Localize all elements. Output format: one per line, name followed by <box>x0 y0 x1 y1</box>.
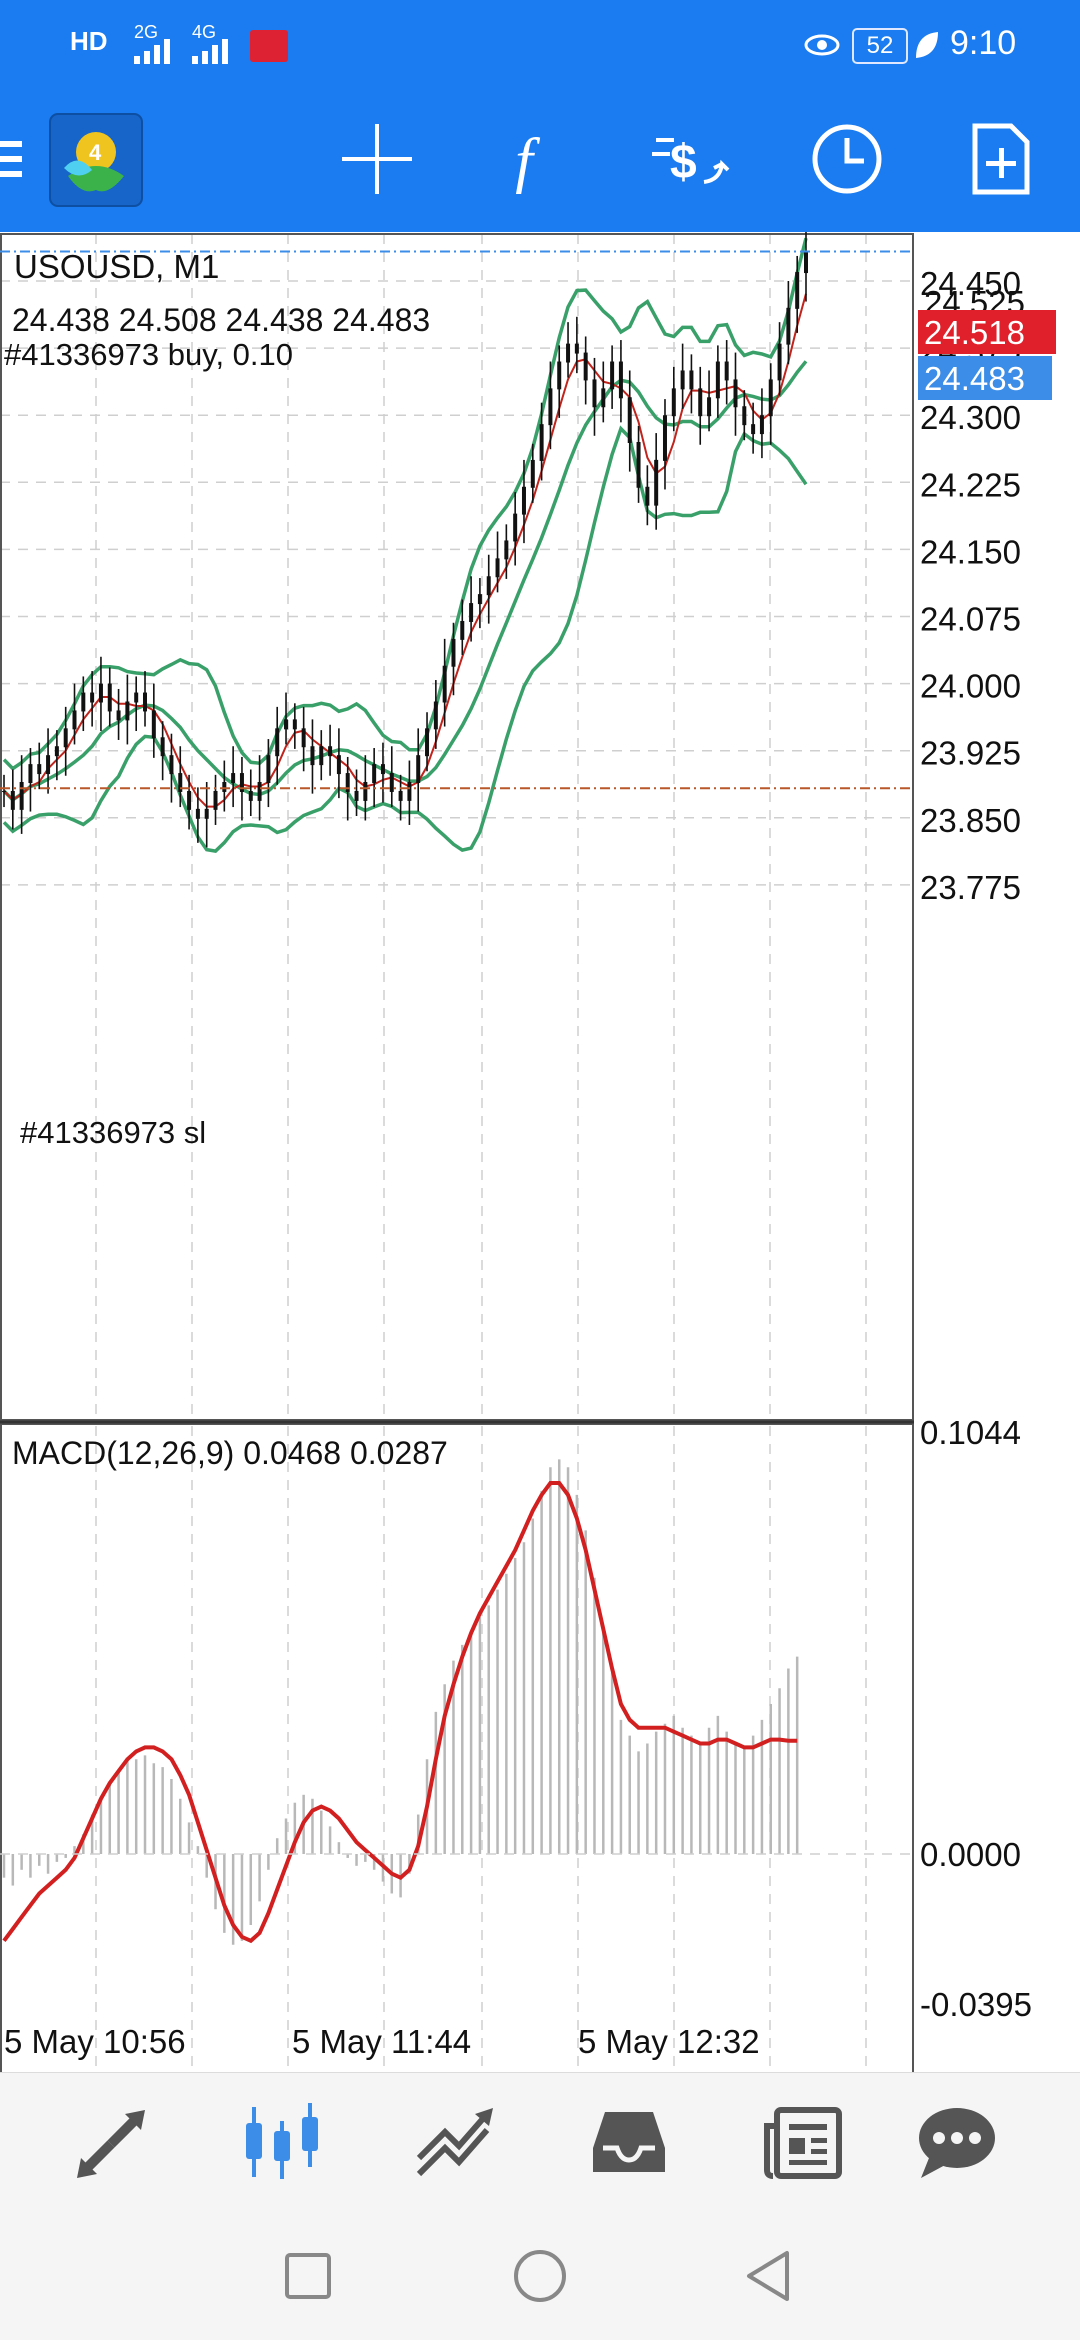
home-button[interactable] <box>500 2236 580 2316</box>
new-order-icon <box>972 123 1030 195</box>
crosshair-button[interactable] <box>322 104 432 214</box>
nav-messages[interactable] <box>902 2093 1012 2193</box>
recent-apps-button[interactable] <box>268 2236 348 2316</box>
price-panel-frame <box>0 233 914 1421</box>
nav-quotes[interactable] <box>56 2093 166 2193</box>
chart-grid <box>0 234 914 2072</box>
menu-button[interactable] <box>0 104 40 214</box>
system-navigation-bar <box>0 2212 1080 2340</box>
bollinger-middle-band <box>2 360 808 803</box>
ask-price-badge <box>918 310 1056 354</box>
toolbar: 4 f $ <box>0 90 1080 232</box>
macd-axis: 0.1044 0.0000 -0.0395 <box>0 1414 1032 2023</box>
macd-tick-label: 0.0000 <box>920 1836 1021 1873</box>
price-tick-label: 24.000 <box>920 668 1021 705</box>
app-notification-icon <box>250 30 288 62</box>
objects-icon: $ <box>652 136 730 189</box>
chart-icon <box>246 2103 318 2179</box>
power-saving-leaf-icon <box>916 32 938 58</box>
bid-price: 24.483 <box>924 360 1025 397</box>
news-icon <box>764 2107 842 2179</box>
price-tick-label: 24.450 <box>920 265 1021 302</box>
eye-comfort-icon <box>804 34 840 56</box>
metatrader4-logo-button[interactable]: 4 <box>46 110 146 210</box>
bollinger-lower-band <box>2 425 808 853</box>
bid-price-badge <box>918 356 1052 400</box>
network-hd-label: HD <box>70 26 108 56</box>
signal-4g-icon <box>192 39 228 64</box>
price-tick-label: 23.850 <box>920 802 1021 839</box>
svg-text:$: $ <box>670 136 697 189</box>
nav-chart[interactable] <box>226 2093 336 2193</box>
chart-canvas[interactable]: USOUSD, M1 24.438 24.508 24.438 24.483 #… <box>0 232 1080 2072</box>
nav-news[interactable] <box>748 2093 858 2193</box>
metatrader4-logo-icon: 4 <box>49 113 143 207</box>
stop-loss-label: #41336973 sl <box>20 1115 206 1150</box>
price-tick-label: 23.925 <box>920 735 1021 772</box>
macd-signal-line <box>2 1481 798 1944</box>
clock: 9:10 <box>950 24 1017 62</box>
indicators-button[interactable]: f <box>480 104 590 214</box>
order-label: #41336973 buy, 0.10 <box>4 337 293 372</box>
crosshair-icon <box>342 124 412 194</box>
status-bar: HD 2G 4G 52 9:10 <box>0 0 1080 90</box>
time-axis: 5 May 10:56 5 May 11:44 5 May 12:32 <box>4 2023 760 2060</box>
timeframe-button[interactable] <box>792 104 902 214</box>
price-tick-label: 24.150 <box>920 533 1021 570</box>
nav-history[interactable] <box>574 2093 684 2193</box>
indicators-icon: f <box>515 125 541 194</box>
ohlc-label: 24.438 24.508 24.438 24.483 <box>12 302 430 338</box>
back-button[interactable] <box>728 2236 808 2316</box>
bottom-navigation <box>0 2072 1080 2213</box>
time-tick-label: 5 May 12:32 <box>578 2023 760 2060</box>
macd-tick-label: -0.0395 <box>920 1986 1032 2023</box>
network-4g-label: 4G <box>192 22 217 42</box>
messages-icon <box>919 2108 995 2178</box>
battery-level: 52 <box>852 28 908 64</box>
price-tick-label: 24.300 <box>920 399 1021 436</box>
price-tick-label: 24.225 <box>920 466 1021 503</box>
time-tick-label: 5 May 10:56 <box>4 2023 186 2060</box>
svg-text:4: 4 <box>89 140 102 165</box>
macd-panel-frame <box>0 1423 914 2072</box>
symbol-label: USOUSD, M1 <box>14 248 219 285</box>
history-icon <box>593 2112 665 2172</box>
svg-text:f: f <box>515 125 541 194</box>
macd-tick-label: 0.1044 <box>920 1414 1021 1451</box>
timeframe-icon <box>812 124 882 194</box>
circle-icon <box>514 2250 566 2302</box>
signal-icon <box>134 39 170 64</box>
back-triangle-icon <box>747 2251 789 2301</box>
bollinger-upper-band <box>2 237 808 771</box>
chart-area[interactable]: USOUSD, M1 24.438 24.508 24.438 24.483 #… <box>0 232 1080 2072</box>
nav-trade[interactable] <box>400 2093 510 2193</box>
price-axis: 24.45024.37524.30024.22524.15024.07524.0… <box>920 265 1025 906</box>
objects-button[interactable]: $ <box>636 104 746 214</box>
time-tick-label: 5 May 11:44 <box>292 2023 471 2060</box>
quotes-icon <box>77 2110 145 2178</box>
trade-icon <box>416 2108 493 2177</box>
ask-price: 24.518 <box>924 314 1025 351</box>
price-tick-label: 23.775 <box>920 869 1021 906</box>
new-order-button[interactable] <box>946 104 1056 214</box>
network-2g-label: 2G <box>134 22 159 42</box>
price-bars <box>2 232 808 848</box>
price-tick-label: 24.075 <box>920 601 1021 638</box>
macd-histogram <box>2 1459 799 1945</box>
macd-label: MACD(12,26,9) 0.0468 0.0287 <box>12 1435 448 1471</box>
menu-icon <box>0 141 22 177</box>
moving-average-line <box>3 293 807 808</box>
square-icon <box>285 2253 331 2299</box>
